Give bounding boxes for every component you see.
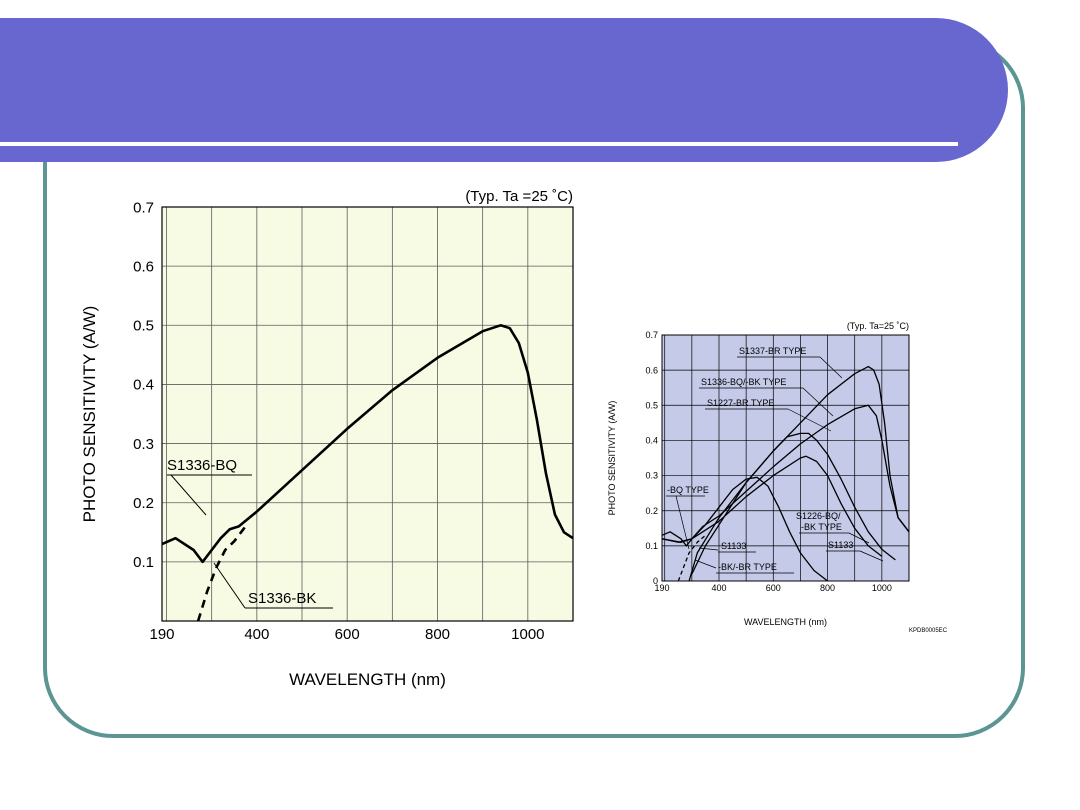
- y-tick-label: 0.7: [645, 330, 658, 340]
- x-tick-label: 190: [654, 583, 669, 593]
- y-tick-label: 0.1: [133, 554, 154, 571]
- plot-area: [662, 335, 909, 581]
- spectral-response-chart-comparison: 190 400 600 800 1000 0 0.1 0.2 0.3 0.4 0.5 0.6 0.7 WA…: [603, 316, 963, 642]
- annotation-label: S1336-BK: [248, 590, 316, 607]
- annotation-label: S1336-BQ: [167, 457, 237, 474]
- series-curve-3: [661, 455, 883, 557]
- annotation-label: -BQ TYPE: [667, 485, 709, 495]
- y-tick-label: 0.1: [645, 541, 658, 551]
- x-tick-label: 400: [711, 583, 726, 593]
- y-tick-label: 0.7: [133, 199, 154, 216]
- y-tick-label: 0.4: [133, 377, 154, 394]
- annotation-leader: [802, 387, 834, 417]
- annotation-leader: [848, 532, 870, 544]
- annotation-label: S1337-BR TYPE: [739, 346, 806, 356]
- title-divider: [0, 142, 958, 146]
- y-axis-label: PHOTO SENSITIVITY (A/W): [607, 401, 617, 516]
- x-tick-label: 800: [820, 583, 835, 593]
- annotation-leader: [170, 474, 207, 516]
- x-tick-label: 600: [335, 626, 360, 643]
- figure-code: KPDB0005EC: [909, 628, 948, 634]
- y-tick-label: 0.2: [133, 495, 154, 512]
- y-tick-label: 0.5: [645, 400, 658, 410]
- y-tick-label: 0.6: [645, 365, 658, 375]
- x-tick-label: 190: [149, 626, 174, 643]
- y-tick-label: 0.2: [645, 506, 658, 516]
- x-tick-label: 1000: [511, 626, 544, 643]
- y-axis-label: PHOTO SENSITIVITY (A/W): [80, 306, 99, 523]
- chart-title: (Typ. Ta=25 ˚C): [847, 321, 909, 331]
- y-tick-label: 0: [653, 576, 658, 586]
- series-curve-4: [661, 476, 828, 582]
- annotation-label: S1226-BQ/: [796, 511, 841, 521]
- annotation-leader: [819, 356, 843, 379]
- x-axis-label: WAVELENGTH (nm): [744, 617, 827, 627]
- annotation-label: S1336-BQ/-BK TYPE: [701, 377, 786, 387]
- annotation-leader: [675, 495, 690, 550]
- spectral-response-chart-s1336: 190 400 600 800 1000 0.1 0.2 0.3 0.4 0.5 0.6 0.7 WAV…: [75, 172, 595, 696]
- title-band: [0, 18, 1008, 162]
- annotation-leader: [698, 547, 719, 551]
- annotation-leader: [213, 562, 246, 609]
- annotation-leader: [787, 408, 832, 432]
- plot-area: [162, 207, 573, 621]
- series-curve-0: [688, 365, 910, 582]
- annotation-label: -BK/-BR TYPE: [718, 562, 777, 572]
- annotation-leader: [859, 550, 884, 562]
- series-curve-2: [691, 432, 896, 575]
- annotation-label: -BK TYPE: [801, 522, 842, 532]
- annotation-label: S1227-BR TYPE: [707, 398, 774, 408]
- x-axis-label: WAVELENGTH (nm): [289, 670, 446, 689]
- series-curve-1: [661, 404, 910, 547]
- plot-frame: [661, 334, 910, 582]
- annotation-leader: [694, 559, 717, 569]
- plot-frame: [161, 206, 574, 622]
- x-tick-label: 600: [766, 583, 781, 593]
- chart-title: (Typ. Ta =25 ˚C): [465, 188, 573, 205]
- series-curve-5: [677, 534, 706, 582]
- y-tick-label: 0.3: [133, 436, 154, 453]
- x-tick-label: 1000: [872, 583, 892, 593]
- annotation-label: S1133: [721, 541, 746, 551]
- y-tick-label: 0.3: [645, 471, 658, 481]
- x-tick-label: 400: [244, 626, 269, 643]
- annotation-label: S1133: [828, 540, 853, 550]
- y-tick-label: 0.5: [133, 318, 154, 335]
- y-tick-label: 0.6: [133, 258, 154, 275]
- series-curve-1: [196, 522, 249, 622]
- y-tick-label: 0.4: [645, 436, 658, 446]
- x-tick-label: 800: [425, 626, 450, 643]
- series-curve-0: [161, 324, 574, 564]
